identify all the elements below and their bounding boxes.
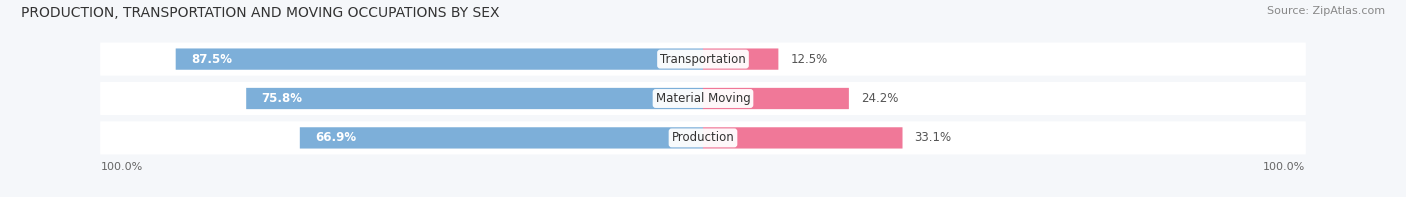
FancyBboxPatch shape: [176, 48, 703, 70]
FancyBboxPatch shape: [703, 88, 849, 109]
Text: 75.8%: 75.8%: [262, 92, 302, 105]
FancyBboxPatch shape: [299, 127, 703, 149]
Text: Transportation: Transportation: [661, 53, 745, 66]
Text: PRODUCTION, TRANSPORTATION AND MOVING OCCUPATIONS BY SEX: PRODUCTION, TRANSPORTATION AND MOVING OC…: [21, 6, 499, 20]
FancyBboxPatch shape: [703, 48, 779, 70]
Text: 100.0%: 100.0%: [1264, 162, 1306, 172]
Text: 12.5%: 12.5%: [790, 53, 828, 66]
Text: 87.5%: 87.5%: [191, 53, 232, 66]
Text: Source: ZipAtlas.com: Source: ZipAtlas.com: [1267, 6, 1385, 16]
FancyBboxPatch shape: [246, 88, 703, 109]
FancyBboxPatch shape: [100, 43, 1306, 76]
Text: 66.9%: 66.9%: [315, 131, 356, 144]
Text: 33.1%: 33.1%: [914, 131, 952, 144]
Text: Production: Production: [672, 131, 734, 144]
Text: 24.2%: 24.2%: [860, 92, 898, 105]
Text: Material Moving: Material Moving: [655, 92, 751, 105]
FancyBboxPatch shape: [100, 82, 1306, 115]
FancyBboxPatch shape: [703, 127, 903, 149]
FancyBboxPatch shape: [100, 121, 1306, 154]
Text: 100.0%: 100.0%: [100, 162, 142, 172]
